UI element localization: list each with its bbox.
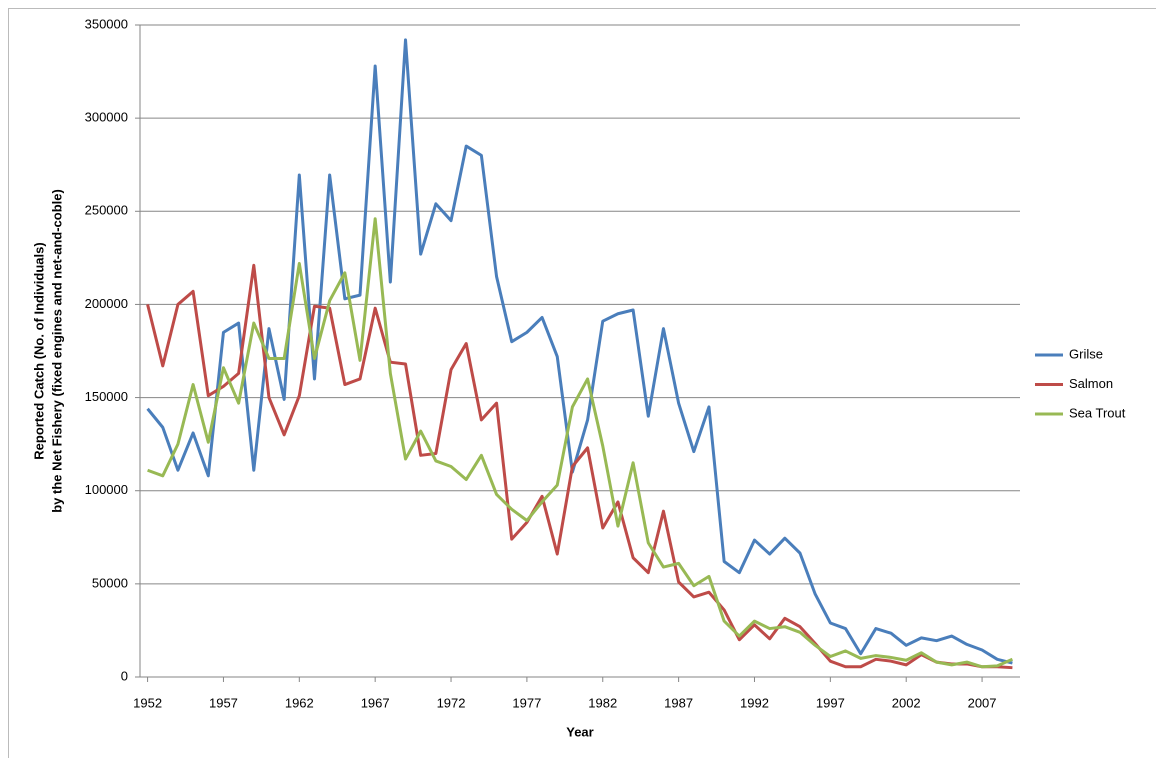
x-tick-label: 1962 xyxy=(285,695,314,710)
y-tick-label: 250000 xyxy=(85,203,128,218)
x-tick-label: 1992 xyxy=(740,695,769,710)
y-tick-label: 50000 xyxy=(92,575,128,590)
x-tick-label: 1957 xyxy=(209,695,238,710)
y-tick-label: 100000 xyxy=(85,482,128,497)
x-axis-title: Year xyxy=(566,724,593,739)
x-tick-label: 1952 xyxy=(133,695,162,710)
y-tick-label: 150000 xyxy=(85,389,128,404)
x-tick-label: 2007 xyxy=(968,695,997,710)
x-tick-label: 1972 xyxy=(437,695,466,710)
y-tick-label: 350000 xyxy=(85,16,128,31)
chart-border xyxy=(9,9,1156,759)
y-axis-title: by the Net Fishery (fixed engines and ne… xyxy=(49,189,64,513)
x-tick-label: 1997 xyxy=(816,695,845,710)
y-tick-label: 0 xyxy=(121,668,128,683)
y-axis-title: Reported Catch (No. of Individuals) xyxy=(31,242,46,459)
series-line xyxy=(148,40,1013,663)
legend-label: Grilse xyxy=(1069,346,1103,361)
y-tick-label: 200000 xyxy=(85,296,128,311)
x-tick-label: 1967 xyxy=(361,695,390,710)
y-tick-label: 300000 xyxy=(85,110,128,125)
legend-label: Salmon xyxy=(1069,376,1113,391)
x-tick-label: 1987 xyxy=(664,695,693,710)
series-line xyxy=(148,265,1013,667)
x-tick-label: 1977 xyxy=(512,695,541,710)
x-tick-label: 2002 xyxy=(892,695,921,710)
x-tick-label: 1982 xyxy=(588,695,617,710)
legend-label: Sea Trout xyxy=(1069,405,1126,420)
